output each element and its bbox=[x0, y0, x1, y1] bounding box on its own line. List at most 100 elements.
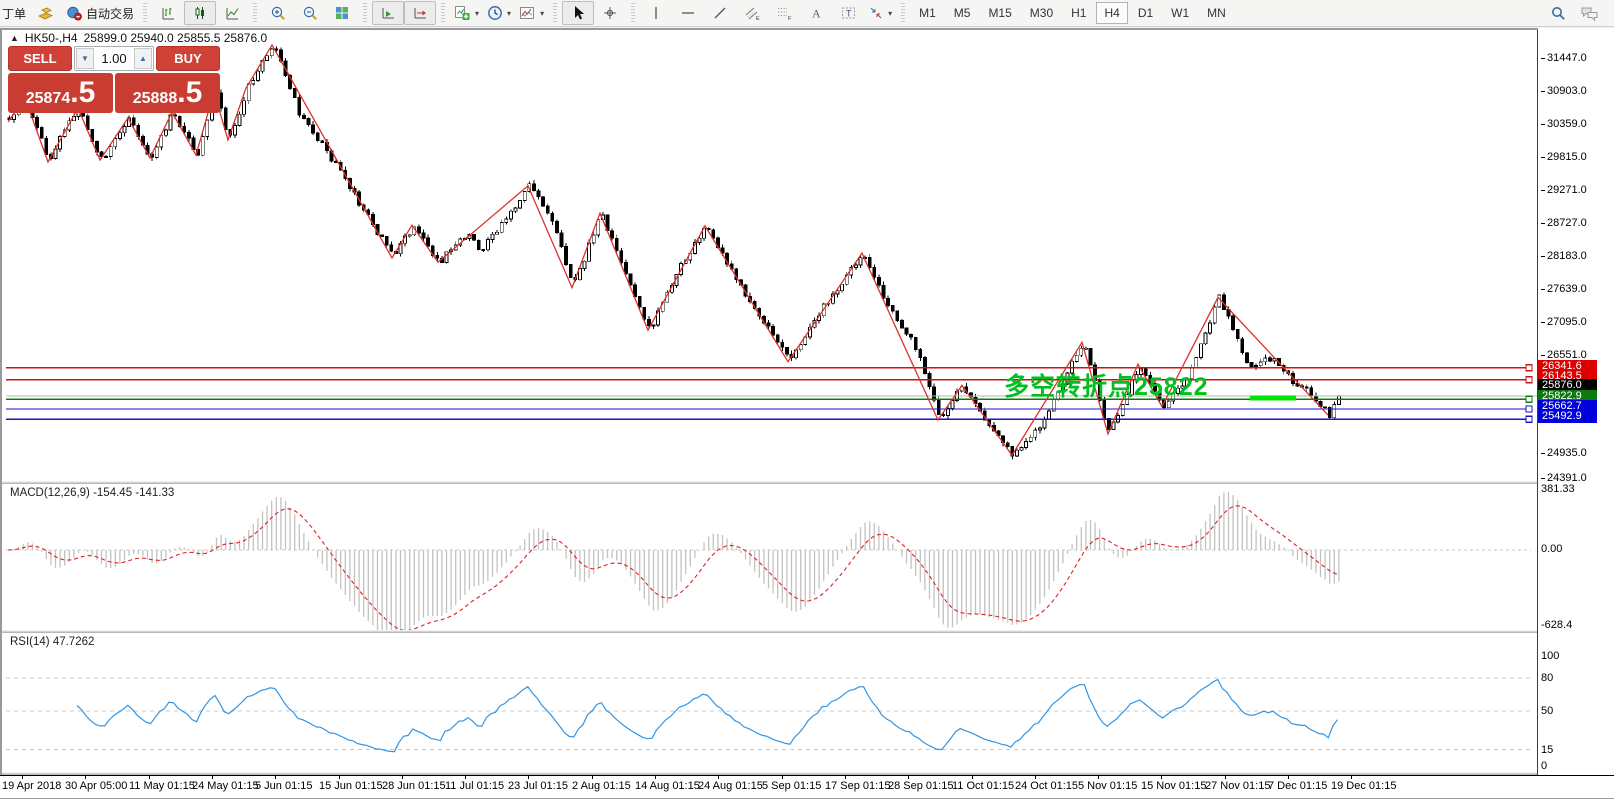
timeframe-h1[interactable]: H1 bbox=[1071, 6, 1087, 20]
timeframe-m1[interactable]: M1 bbox=[919, 6, 936, 20]
new-order-button[interactable]: 丁单 bbox=[0, 1, 30, 25]
gold-icon bbox=[37, 6, 55, 21]
zoom-in-button[interactable] bbox=[262, 1, 294, 25]
pane-splitter[interactable] bbox=[2, 772, 1612, 775]
date-label: 14 Aug 01:15 bbox=[635, 780, 700, 792]
main-toolbar: 丁单 自动交易 ▾ ▾ ▾ E F A T ▾ M1 M5 M15 M30 H1… bbox=[0, 0, 1614, 27]
date-label: 24 May 01:15 bbox=[192, 780, 259, 792]
price-tick: 29815.0 bbox=[1541, 151, 1587, 163]
toolbar-grip bbox=[441, 3, 446, 23]
bar-chart-button[interactable] bbox=[152, 1, 184, 25]
chart-ohlc-values: 25899.0 25940.0 25855.5 25876.0 bbox=[83, 31, 268, 45]
date-label: 27 Nov 01:15 bbox=[1205, 780, 1271, 792]
crosshair-button[interactable] bbox=[594, 1, 626, 25]
sell-button[interactable]: SELL bbox=[8, 46, 72, 71]
timeframe-h4[interactable]: H4 bbox=[1096, 2, 1128, 24]
dropdown-caret: ▾ bbox=[540, 8, 545, 18]
macd-axis-label: 0.00 bbox=[1541, 543, 1563, 555]
chart-shift-button[interactable] bbox=[404, 1, 437, 25]
fibonacci-button[interactable]: F bbox=[768, 1, 800, 25]
search-button[interactable] bbox=[1542, 1, 1574, 25]
bar-chart-icon bbox=[160, 5, 176, 21]
autotrading-button[interactable]: 自动交易 bbox=[62, 1, 138, 25]
periods-button[interactable]: ▾ bbox=[483, 1, 515, 25]
date-label: 7 Dec 01:15 bbox=[1268, 780, 1328, 792]
date-label: 28 Sep 01:15 bbox=[888, 780, 954, 792]
buy-price-button[interactable]: 25888 .5 bbox=[115, 73, 220, 113]
price-level-label: 25492.9 bbox=[1538, 410, 1597, 423]
text-button[interactable]: A bbox=[800, 1, 832, 25]
timeframe-m15[interactable]: M15 bbox=[988, 6, 1012, 20]
price-tick: 24935.0 bbox=[1541, 447, 1587, 459]
buy-button[interactable]: BUY bbox=[156, 46, 220, 71]
vertical-line-icon bbox=[649, 5, 663, 21]
one-click-trade-panel: SELL ▼ 1.00 ▲ BUY 25874 .5 25888 .5 bbox=[8, 46, 220, 113]
date-label: 11 Jul 01:15 bbox=[445, 780, 505, 792]
timeframe-w1[interactable]: W1 bbox=[1171, 6, 1190, 20]
dropdown-caret: ▾ bbox=[888, 8, 893, 18]
timeframe-d1[interactable]: D1 bbox=[1137, 6, 1154, 20]
rsi-pane[interactable] bbox=[6, 633, 1537, 773]
cursor-button[interactable] bbox=[562, 1, 595, 25]
arrows-icon bbox=[868, 5, 884, 21]
price-level-label: 25662.7 bbox=[1538, 400, 1597, 413]
rsi-indicator-label: RSI(14) 47.7262 bbox=[10, 636, 95, 648]
date-axis[interactable]: 19 Apr 2018 30 Apr 05:00 11 May 01:15 24 Ma… bbox=[0, 775, 1614, 798]
text-a-icon: A bbox=[809, 5, 823, 21]
price-tick: 24391.0 bbox=[1541, 472, 1587, 484]
candlestick-button[interactable] bbox=[184, 1, 217, 25]
pane-splitter[interactable] bbox=[2, 481, 1612, 484]
crosshair-icon bbox=[602, 5, 618, 21]
macd-pane[interactable] bbox=[6, 484, 1537, 630]
pane-splitter[interactable] bbox=[2, 630, 1612, 633]
chat-button[interactable] bbox=[1574, 1, 1606, 25]
auto-scroll-button[interactable] bbox=[372, 1, 405, 25]
tile-windows-button[interactable] bbox=[326, 1, 358, 25]
collapse-arrow-icon[interactable]: ▲ bbox=[10, 33, 19, 43]
rsi-axis-label: 0 bbox=[1541, 760, 1548, 772]
date-tick bbox=[1098, 776, 1099, 779]
vertical-line-button[interactable] bbox=[640, 1, 672, 25]
zoom-out-button[interactable] bbox=[294, 1, 326, 25]
sell-price-button[interactable]: 25874 .5 bbox=[8, 73, 113, 113]
price-axis[interactable]: 31447.0 30903.0 30359.0 29815.0 29271.0 28727… bbox=[1538, 28, 1614, 775]
date-label: 11 May 01:15 bbox=[129, 780, 195, 792]
date-label: 19 Apr 2018 bbox=[2, 780, 62, 792]
timeframe-m30[interactable]: M30 bbox=[1029, 6, 1054, 20]
macd-axis-label: -628.4 bbox=[1541, 619, 1573, 631]
date-label: 24 Oct 01:15 bbox=[1015, 780, 1078, 792]
volume-down-button[interactable]: ▼ bbox=[76, 48, 94, 69]
volume-up-button[interactable]: ▲ bbox=[134, 48, 152, 69]
toolbar-grip bbox=[253, 3, 258, 23]
gold-button[interactable] bbox=[30, 1, 62, 25]
price-level-label: 25876.0 bbox=[1538, 379, 1597, 392]
text-label-button[interactable]: T bbox=[832, 1, 864, 25]
main-price-chart[interactable] bbox=[6, 30, 1537, 482]
svg-text:T: T bbox=[846, 9, 852, 19]
date-tick bbox=[972, 776, 973, 779]
chart-title: ▲ HK50-,H4 25899.0 25940.0 25855.5 25876… bbox=[10, 31, 267, 45]
date-tick bbox=[655, 776, 656, 779]
trendline-button[interactable] bbox=[704, 1, 736, 25]
date-tick bbox=[1035, 776, 1036, 779]
timeframe-m5[interactable]: M5 bbox=[953, 6, 971, 20]
new-order-label: 丁单 bbox=[2, 6, 27, 21]
autotrading-label: 自动交易 bbox=[86, 6, 135, 21]
svg-text:E: E bbox=[756, 16, 760, 21]
templates-button[interactable]: ▾ bbox=[515, 1, 548, 25]
timeframe-mn[interactable]: MN bbox=[1207, 6, 1226, 20]
horizontal-line-button[interactable] bbox=[672, 1, 704, 25]
line-chart-button[interactable] bbox=[216, 1, 248, 25]
volume-value[interactable]: 1.00 bbox=[101, 51, 127, 66]
date-label: 11 Oct 01:15 bbox=[952, 780, 1015, 792]
macd-axis-label: 381.33 bbox=[1541, 483, 1575, 495]
equidistant-channel-button[interactable]: E bbox=[736, 1, 768, 25]
zoom-in-icon bbox=[270, 5, 287, 22]
arrows-button[interactable]: ▾ bbox=[864, 1, 896, 25]
chart-annotation-text: 多空转折点25822 bbox=[1004, 373, 1209, 401]
price-tick: 28183.0 bbox=[1541, 250, 1587, 262]
dropdown-caret: ▾ bbox=[507, 8, 512, 18]
add-indicator-button[interactable]: ▾ bbox=[450, 1, 483, 25]
date-label: 2 Aug 01:15 bbox=[572, 780, 631, 792]
price-tick: 29271.0 bbox=[1541, 184, 1587, 196]
